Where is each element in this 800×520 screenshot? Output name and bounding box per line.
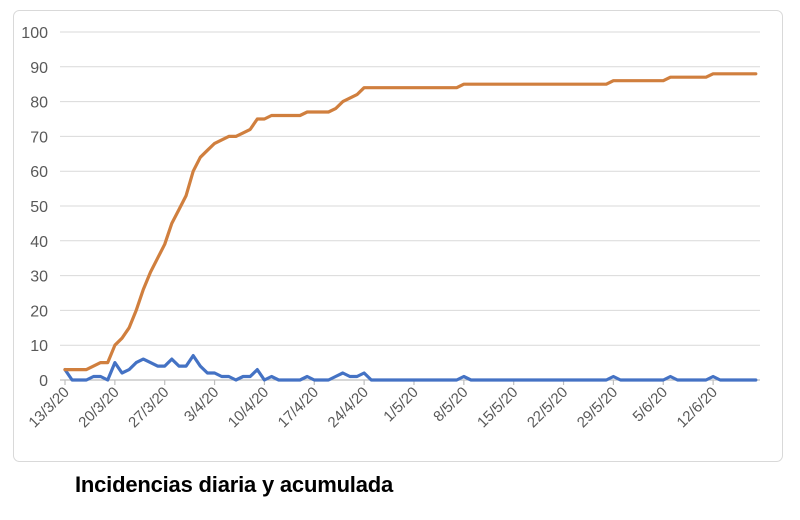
series-line-diaria <box>63 354 758 382</box>
y-tick-label: 100 <box>21 25 48 42</box>
y-tick-label: 90 <box>30 60 48 77</box>
series-line-acumulada <box>63 72 758 372</box>
y-tick-label: 70 <box>30 129 48 146</box>
y-axis-labels: 0 10 20 30 40 50 60 70 80 90 100 <box>21 25 48 390</box>
y-tick-label: 40 <box>30 234 48 251</box>
y-tick-label: 50 <box>30 199 48 216</box>
y-tick-label: 60 <box>30 164 48 181</box>
y-tick-label: 20 <box>30 303 48 320</box>
chart-border <box>13 10 783 462</box>
gridlines <box>60 31 760 381</box>
y-tick-label: 80 <box>30 95 48 112</box>
chart-caption: Incidencias diaria y acumulada <box>75 472 394 497</box>
series-lines <box>63 72 758 382</box>
y-tick-label: 30 <box>30 269 48 286</box>
y-tick-label: 10 <box>30 338 48 355</box>
y-tick-label: 0 <box>39 373 48 390</box>
